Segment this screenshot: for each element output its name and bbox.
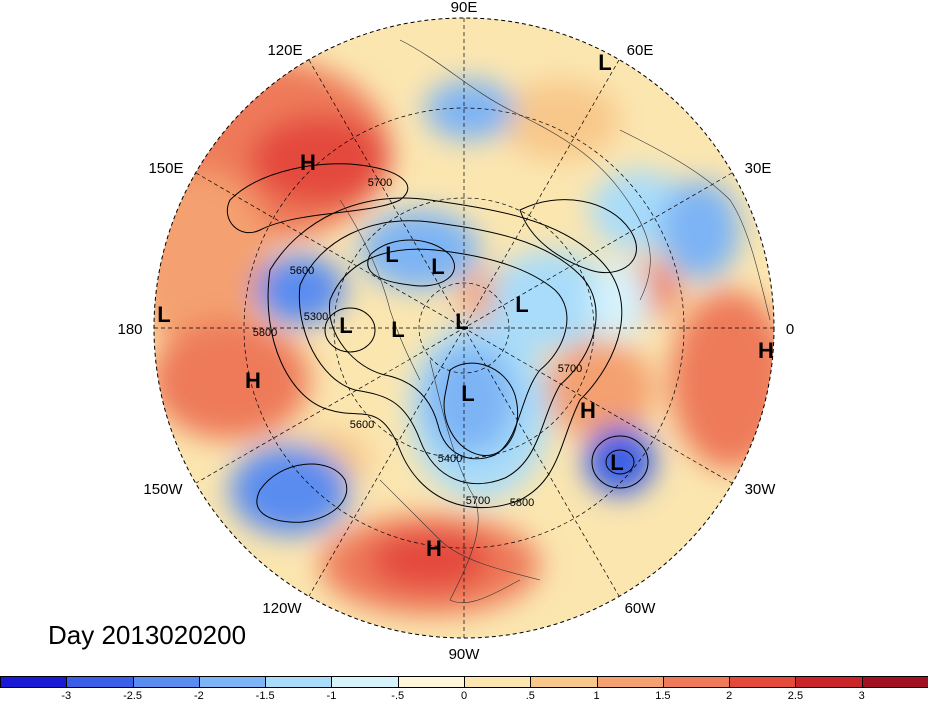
colorbar-tick-label: -.5	[391, 690, 405, 702]
height-contours	[226, 163, 649, 523]
date-label: Day 2013020200	[48, 620, 247, 650]
colorbar-tick-label: -1.5	[255, 690, 275, 702]
lon-label-60e: 60E	[627, 42, 654, 59]
colorbar-segment	[265, 676, 333, 688]
pressure-center-high: H	[300, 150, 316, 175]
graticule	[154, 18, 774, 638]
colorbar-tick-label: 0	[460, 690, 468, 702]
lon-label-60w: 60W	[625, 600, 657, 617]
contour-label: 5800	[510, 497, 534, 509]
contour-label: 5700	[466, 495, 490, 507]
colorbar-tick-label: 2	[726, 690, 733, 702]
colorbar-segment	[530, 676, 598, 688]
colorbar-segment	[861, 676, 928, 688]
colorbar-tick-label: 1.5	[655, 690, 671, 702]
lon-label-30e: 30E	[745, 160, 772, 177]
contour-label: 5700	[558, 363, 582, 375]
contour-label: 5400	[438, 453, 462, 465]
pressure-center-high: H	[426, 536, 442, 561]
coastlines	[339, 39, 771, 603]
lon-label-0: 0	[786, 321, 794, 338]
contour-label: 5300	[304, 311, 328, 323]
colorbar-segment	[795, 676, 863, 688]
colorbar-segment	[729, 676, 797, 688]
pressure-center-low: L	[610, 450, 623, 475]
lon-label-120e: 120E	[267, 42, 302, 59]
colorbar-segment	[0, 676, 68, 688]
colorbar-segment	[397, 676, 465, 688]
pressure-center-low: L	[339, 313, 352, 338]
pressure-center-high: H	[245, 368, 261, 393]
lon-label-90e: 90E	[451, 0, 478, 16]
colorbar-tick-label: .5	[525, 690, 535, 702]
lon-label-120w: 120W	[262, 600, 302, 617]
colorbar-tick-label: 3	[858, 690, 865, 702]
lon-label-90w: 90W	[449, 646, 481, 663]
lon-label-180: 180	[117, 321, 142, 338]
colorbar-tick-label: 1	[593, 690, 600, 702]
contour-label: 5600	[350, 419, 374, 431]
pressure-center-low: L	[461, 381, 474, 406]
colorbar-segment	[662, 676, 731, 688]
colorbar-segment	[66, 676, 134, 688]
lon-label-30w: 30W	[745, 481, 777, 498]
pressure-center-low: L	[385, 242, 398, 267]
pressure-center-low: L	[157, 302, 170, 327]
colorbar-tick-label: -2.5	[123, 690, 143, 702]
colorbar-segment	[596, 676, 664, 688]
map-boundary	[153, 17, 775, 639]
contour-label: 5700	[368, 177, 392, 189]
colorbar-tick-label: 2.5	[787, 690, 804, 702]
lon-label-150w: 150W	[143, 481, 183, 498]
anomaly-field	[154, 18, 774, 638]
polar-map: 90E 60E 30E 0 30W 60W 90W 120W 150W 180 …	[117, 0, 794, 663]
colorbar-segment	[198, 676, 267, 688]
contour-label: 5800	[253, 327, 277, 339]
colorbar-segment	[464, 676, 532, 688]
pressure-center-low: L	[431, 254, 444, 279]
pressure-center-low: L	[598, 50, 611, 75]
colorbar: -3 -2.5 -2 -1.5 -1 -.5 0 .5 1 1.5 2 2.5 3	[0, 676, 928, 702]
contour-label: 5600	[290, 265, 314, 277]
colorbar-segment	[331, 676, 399, 688]
lon-label-150e: 150E	[148, 160, 183, 177]
colorbar-tick-label: -1	[326, 690, 337, 702]
pressure-center-high: H	[580, 398, 596, 423]
pressure-center-low: L	[455, 309, 468, 334]
pressure-center-low: L	[515, 292, 528, 317]
pressure-center-high: H	[758, 338, 774, 363]
colorbar-tick-label: -3	[61, 690, 72, 702]
pressure-center-low: L	[391, 317, 404, 342]
colorbar-segment	[132, 676, 200, 688]
colorbar-tick-label: -2	[193, 690, 204, 702]
